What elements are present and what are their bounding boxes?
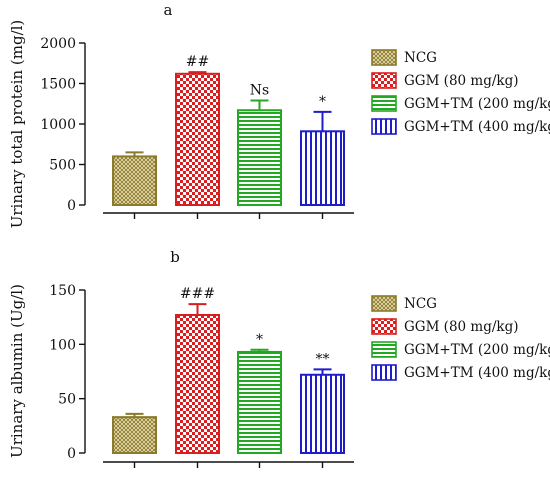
- bar-ggm-tm-400-mg-kg: [300, 373, 345, 455]
- significance-label: *: [319, 94, 326, 110]
- legend-swatch-ggm-tm-400-mg-kg: [371, 364, 397, 381]
- legend-swatch-ncg: [371, 295, 397, 312]
- legend-label-ggm-tm-200-mg-kg: GGM+TM (200 mg/kg): [404, 96, 550, 112]
- panel-title: a: [164, 1, 173, 19]
- legend-label-ggm-tm-400-mg-kg: GGM+TM (400 mg/kg): [404, 119, 550, 135]
- legend-swatch-ggm-tm-200-mg-kg: [371, 95, 397, 112]
- legend-swatch-ggm-tm-400-mg-kg: [371, 118, 397, 135]
- y-tick-label: 1500: [40, 77, 76, 93]
- y-tick-label: 2000: [40, 36, 76, 52]
- chart-panel-a: a 0 500 1000 1500 2000 Urinary total protein (…: [8, 1, 550, 228]
- legend-swatch-ggm-80-mg-kg: [371, 72, 397, 89]
- bar-ggm-tm-200-mg-kg: [237, 109, 282, 206]
- legend-label-ncg: NCG: [404, 50, 437, 66]
- legend-swatch-ggm-80-mg-kg: [371, 318, 397, 335]
- y-tick-label: 0: [67, 446, 76, 462]
- significance-label: **: [316, 351, 330, 367]
- bar-ggm-tm-400-mg-kg: [300, 130, 345, 206]
- significance-label: ###: [180, 286, 215, 302]
- legend-swatch-ggm-tm-200-mg-kg: [371, 341, 397, 358]
- significance-label: ##: [186, 54, 209, 70]
- significance-label: Ns: [250, 83, 269, 99]
- legend-swatch-ncg: [371, 49, 397, 66]
- y-axis-title: Urinary albumin (Ug/l): [8, 284, 26, 458]
- legend-label-ggm-tm-200-mg-kg: GGM+TM (200 mg/kg): [404, 342, 550, 358]
- y-tick-label: 0: [67, 198, 76, 214]
- y-axis-title: Urinary total protein (mg/l): [8, 20, 26, 229]
- legend-label-ncg: NCG: [404, 296, 437, 312]
- y-tick-label: 50: [58, 392, 76, 408]
- legend: NCG GGM (80 mg/kg) GGM+TM (200 mg/kg) GGM+T…: [371, 295, 550, 381]
- y-tick-label: 100: [49, 337, 76, 353]
- bar-ggm-80-mg-kg: [175, 72, 220, 206]
- legend-label-ggm-tm-400-mg-kg: GGM+TM (400 mg/kg): [404, 365, 550, 381]
- legend-label-ggm-80-mg-kg: GGM (80 mg/kg): [404, 73, 519, 89]
- bar-ncg: [112, 155, 157, 206]
- significance-label: *: [256, 332, 263, 348]
- y-tick-label: 150: [49, 283, 76, 299]
- panel-title: b: [170, 248, 180, 266]
- legend: NCG GGM (80 mg/kg) GGM+TM (200 mg/kg) GGM+T…: [371, 49, 550, 135]
- bar-ggm-80-mg-kg: [175, 313, 220, 455]
- y-tick-label: 500: [49, 158, 76, 174]
- legend-label-ggm-80-mg-kg: GGM (80 mg/kg): [404, 319, 519, 335]
- y-tick-label: 1000: [40, 117, 76, 133]
- bar-ggm-tm-200-mg-kg: [237, 350, 282, 454]
- bar-ncg: [112, 416, 157, 455]
